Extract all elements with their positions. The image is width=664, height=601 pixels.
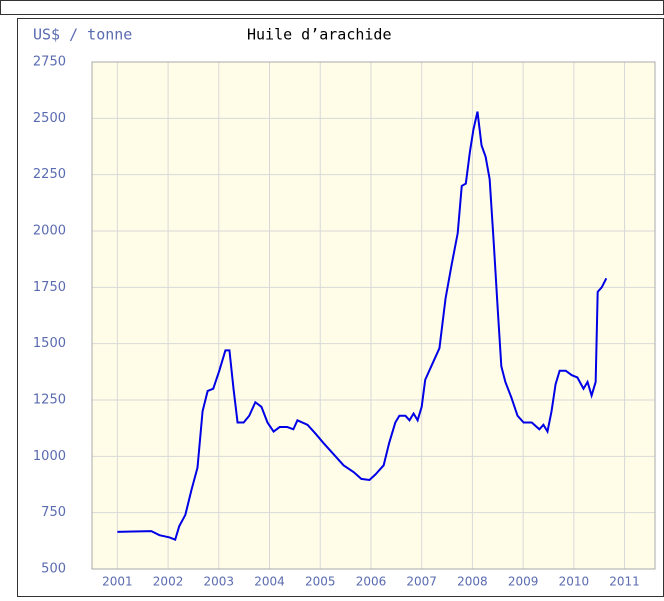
- x-tick-label: 2011: [609, 575, 640, 589]
- x-tick-label: 2005: [305, 575, 336, 589]
- chart-title: Huile d’arachide: [247, 26, 392, 44]
- y-tick-label: 500: [41, 562, 66, 577]
- top-strip: [0, 0, 664, 15]
- x-tick-label: 2001: [102, 575, 133, 589]
- y-tick-label: 1750: [33, 280, 66, 295]
- y-tick-label: 2750: [33, 55, 66, 70]
- x-tick-label: 2008: [457, 575, 488, 589]
- x-tick-label: 2002: [153, 575, 184, 589]
- y-tick-label: 1250: [33, 393, 66, 408]
- y-tick-label: 2500: [33, 111, 66, 126]
- y-tick-label: 1500: [33, 336, 66, 351]
- x-tick-label: 2009: [508, 575, 539, 589]
- data-line: [117, 111, 608, 542]
- x-tick-label: 2004: [254, 575, 285, 589]
- y-tick-label: 2000: [33, 224, 66, 239]
- y-tick-label: 750: [41, 505, 66, 520]
- plot-area: [92, 62, 655, 569]
- y-tick-label: 2250: [33, 167, 66, 182]
- x-tick-label: 2006: [356, 575, 387, 589]
- unit-label: US$ / tonne: [33, 26, 132, 44]
- y-tick-label: 1000: [33, 449, 66, 464]
- plot-border: [91, 61, 656, 570]
- x-tick-label: 2010: [559, 575, 590, 589]
- x-tick-label: 2003: [204, 575, 235, 589]
- x-tick-label: 2007: [406, 575, 437, 589]
